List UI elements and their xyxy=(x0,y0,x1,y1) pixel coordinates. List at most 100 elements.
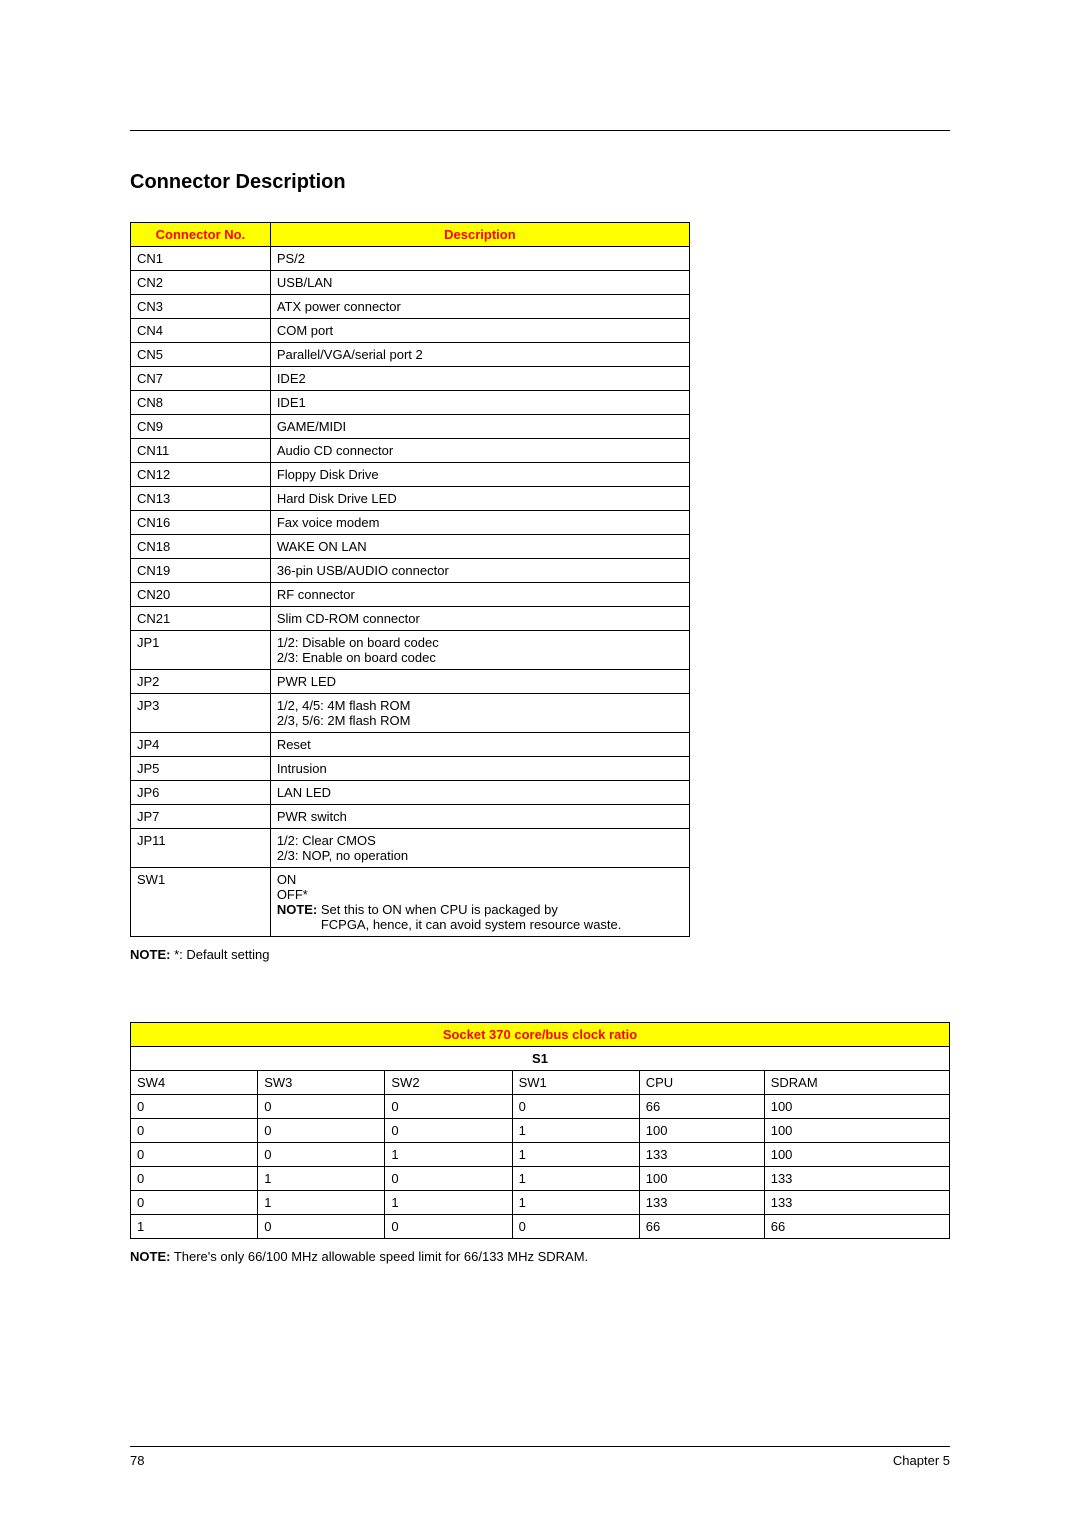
table-row: CN9GAME/MIDI xyxy=(131,415,690,439)
cell-connector-no: CN13 xyxy=(131,487,271,511)
note-speed-text: There's only 66/100 MHz allowable speed … xyxy=(170,1249,588,1264)
ratio-cell: 1 xyxy=(385,1191,512,1215)
table-row: CN21Slim CD-ROM connector xyxy=(131,607,690,631)
ratio-header-row: SW4SW3SW2SW1CPUSDRAM xyxy=(131,1071,950,1095)
ratio-col-header: SDRAM xyxy=(764,1071,949,1095)
cell-connector-no: CN3 xyxy=(131,295,271,319)
cell-connector-no: CN8 xyxy=(131,391,271,415)
footer: 78 Chapter 5 xyxy=(130,1446,950,1468)
ratio-cell: 0 xyxy=(258,1119,385,1143)
ratio-cell: 0 xyxy=(131,1143,258,1167)
cell-description: GAME/MIDI xyxy=(270,415,689,439)
top-rule xyxy=(130,130,950,131)
ratio-cell: 66 xyxy=(639,1095,764,1119)
cell-connector-no: JP3 xyxy=(131,694,271,733)
table-row: CN20RF connector xyxy=(131,583,690,607)
table-row: JP31/2, 4/5: 4M flash ROM2/3, 5/6: 2M fl… xyxy=(131,694,690,733)
ratio-cell: 0 xyxy=(131,1191,258,1215)
cell-connector-no: CN9 xyxy=(131,415,271,439)
ratio-cell: 0 xyxy=(131,1167,258,1191)
page: Connector Description Connector No. Desc… xyxy=(0,0,1080,1528)
table-header-row: Connector No. Description xyxy=(131,223,690,247)
cell-description: Hard Disk Drive LED xyxy=(270,487,689,511)
cell-description: 1/2: Disable on board codec2/3: Enable o… xyxy=(270,631,689,670)
cell-connector-no: JP5 xyxy=(131,757,271,781)
cell-connector-no: JP4 xyxy=(131,733,271,757)
ratio-cell: 0 xyxy=(512,1095,639,1119)
note-indent-text: FCPGA, hence, it can avoid system resour… xyxy=(277,917,683,932)
table-row: CN1PS/2 xyxy=(131,247,690,271)
table-row: JP11/2: Disable on board codec2/3: Enabl… xyxy=(131,631,690,670)
cell-connector-no: CN11 xyxy=(131,439,271,463)
cell-description: USB/LAN xyxy=(270,271,689,295)
ratio-col-header: CPU xyxy=(639,1071,764,1095)
cell-description: Reset xyxy=(270,733,689,757)
table-row: JP111/2: Clear CMOS2/3: NOP, no operatio… xyxy=(131,829,690,868)
cell-description: 1/2, 4/5: 4M flash ROM2/3, 5/6: 2M flash… xyxy=(270,694,689,733)
table-row: CN8IDE1 xyxy=(131,391,690,415)
table-row: SW1ONOFF*NOTE: Set this to ON when CPU i… xyxy=(131,868,690,937)
footer-chapter: Chapter 5 xyxy=(893,1453,950,1468)
cell-description: Slim CD-ROM connector xyxy=(270,607,689,631)
ratio-col-header: SW4 xyxy=(131,1071,258,1095)
table-row: JP7PWR switch xyxy=(131,805,690,829)
cell-description: Floppy Disk Drive xyxy=(270,463,689,487)
table-row: CN1936-pin USB/AUDIO connector xyxy=(131,559,690,583)
table-row: CN4COM port xyxy=(131,319,690,343)
ratio-title-row: Socket 370 core/bus clock ratio xyxy=(131,1023,950,1047)
ratio-cell: 0 xyxy=(258,1095,385,1119)
table-row: CN11Audio CD connector xyxy=(131,439,690,463)
table-row: CN7IDE2 xyxy=(131,367,690,391)
note-default-text: *: Default setting xyxy=(174,947,269,962)
cell-description: PWR LED xyxy=(270,670,689,694)
header-connector-no: Connector No. xyxy=(131,223,271,247)
note-label: NOTE: xyxy=(277,902,317,917)
cell-connector-no: CN19 xyxy=(131,559,271,583)
cell-connector-no: CN12 xyxy=(131,463,271,487)
cell-connector-no: CN1 xyxy=(131,247,271,271)
cell-description: COM port xyxy=(270,319,689,343)
ratio-cell: 1 xyxy=(512,1143,639,1167)
ratio-cell: 0 xyxy=(131,1095,258,1119)
ratio-cell: 100 xyxy=(639,1119,764,1143)
ratio-cell: 100 xyxy=(764,1143,949,1167)
note-speed-label: NOTE: xyxy=(130,1249,170,1264)
cell-connector-no: CN16 xyxy=(131,511,271,535)
table-row: JP6LAN LED xyxy=(131,781,690,805)
cell-connector-no: SW1 xyxy=(131,868,271,937)
ratio-cell: 133 xyxy=(764,1167,949,1191)
ratio-col-header: SW2 xyxy=(385,1071,512,1095)
note-default: NOTE: *: Default setting xyxy=(130,947,950,962)
ratio-cell: 133 xyxy=(639,1143,764,1167)
cell-connector-no: JP2 xyxy=(131,670,271,694)
table-row: 0001100100 xyxy=(131,1119,950,1143)
table-row: JP4Reset xyxy=(131,733,690,757)
header-description: Description xyxy=(270,223,689,247)
note-speed: NOTE: There's only 66/100 MHz allowable … xyxy=(130,1249,950,1264)
ratio-cell: 0 xyxy=(385,1167,512,1191)
ratio-cell: 1 xyxy=(258,1191,385,1215)
ratio-cell: 133 xyxy=(639,1191,764,1215)
cell-description: ONOFF*NOTE: Set this to ON when CPU is p… xyxy=(270,868,689,937)
cell-connector-no: JP6 xyxy=(131,781,271,805)
cell-description: Fax voice modem xyxy=(270,511,689,535)
cell-connector-no: CN5 xyxy=(131,343,271,367)
cell-connector-no: CN20 xyxy=(131,583,271,607)
footer-page: 78 xyxy=(130,1453,144,1468)
ratio-cell: 0 xyxy=(385,1095,512,1119)
ratio-cell: 1 xyxy=(512,1119,639,1143)
cell-description: RF connector xyxy=(270,583,689,607)
ratio-title: Socket 370 core/bus clock ratio xyxy=(131,1023,950,1047)
ratio-cell: 100 xyxy=(764,1119,949,1143)
table-row: CN12Floppy Disk Drive xyxy=(131,463,690,487)
ratio-s1: S1 xyxy=(131,1047,950,1071)
ratio-cell: 0 xyxy=(131,1119,258,1143)
cell-description: IDE2 xyxy=(270,367,689,391)
cell-description: PWR switch xyxy=(270,805,689,829)
ratio-cell: 0 xyxy=(258,1143,385,1167)
table-row: 0011133100 xyxy=(131,1143,950,1167)
cell-description: Intrusion xyxy=(270,757,689,781)
cell-connector-no: CN7 xyxy=(131,367,271,391)
table-row: CN5Parallel/VGA/serial port 2 xyxy=(131,343,690,367)
note-default-label: NOTE: xyxy=(130,947,174,962)
